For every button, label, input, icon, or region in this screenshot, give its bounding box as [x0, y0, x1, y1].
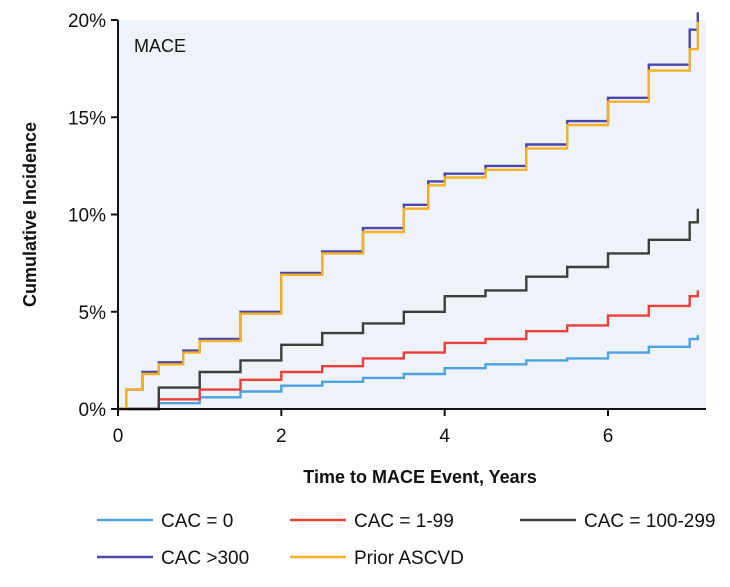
y-tick-label: 20% [68, 11, 106, 32]
plot-background [118, 20, 706, 409]
y-tick-label: 5% [79, 303, 107, 324]
legend-label: CAC = 0 [161, 511, 233, 532]
legend-label: CAC = 1-99 [354, 511, 454, 532]
series-lines [118, 12, 699, 411]
x-tick-label: 2 [276, 426, 287, 447]
y-axis-title: Cumulative Incidence [20, 122, 40, 307]
legend: CAC = 0 CAC = 1-99 CAC = 100-299 CAC >300 Pr… [97, 511, 716, 569]
y-tick-label: 15% [68, 108, 106, 129]
y-tick-label: 10% [68, 206, 106, 227]
legend-label: Prior ASCVD [354, 548, 464, 569]
x-axis-title: Time to MACE Event, Years [303, 467, 536, 487]
x-ticks: 0 2 4 6 [113, 409, 614, 447]
series-line-cac-1-99 [118, 290, 699, 411]
x-tick-label: 4 [439, 426, 450, 447]
y-tick-label: 0% [79, 400, 107, 421]
legend-label: CAC >300 [161, 548, 249, 569]
series-line-cac-100-299 [118, 208, 699, 411]
legend-label: CAC = 100-299 [584, 511, 716, 532]
panel-label: MACE [134, 36, 186, 56]
y-ticks: 0% 5% 10% 15% 20% [68, 11, 118, 421]
x-tick-label: 6 [603, 426, 614, 447]
series-line-cac-0 [118, 335, 699, 411]
x-tick-label: 0 [113, 426, 124, 447]
series-line-prior-ascvd [118, 21, 699, 411]
